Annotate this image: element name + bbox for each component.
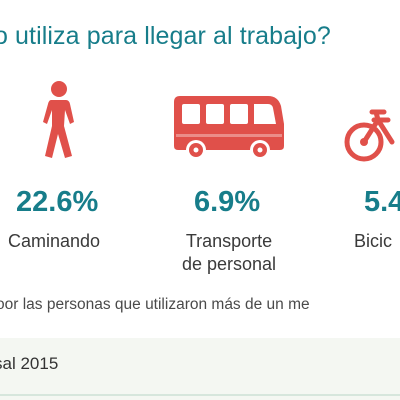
transport-percent: 5.4 [364, 186, 400, 218]
source-text: sal 2015 [0, 354, 59, 373]
label-line: Bicic [354, 231, 393, 251]
source-footer: sal 2015 [0, 338, 400, 400]
label-line: Transporte [185, 231, 273, 251]
label-line: de personal [181, 254, 277, 274]
transport-percent: 22.6% [16, 186, 99, 218]
infographic-question: o utiliza para llegar al trabajo? [0, 22, 331, 50]
footnote: oor las personas que utilizaron más de u… [0, 296, 310, 313]
label-line: Caminando [8, 231, 101, 251]
transport-percent: 6.9% [194, 186, 261, 218]
infographic-panel: o utiliza para llegar al trabajo? 22.6% … [0, 22, 400, 313]
walking-person-icon [38, 80, 84, 160]
transport-label: Bicic [354, 230, 400, 253]
bicycle-icon [344, 100, 400, 164]
bus-icon [172, 90, 286, 162]
transport-label: Transporte de personal [168, 230, 290, 276]
transport-label: Caminando [8, 230, 118, 253]
footer-divider [0, 394, 400, 396]
